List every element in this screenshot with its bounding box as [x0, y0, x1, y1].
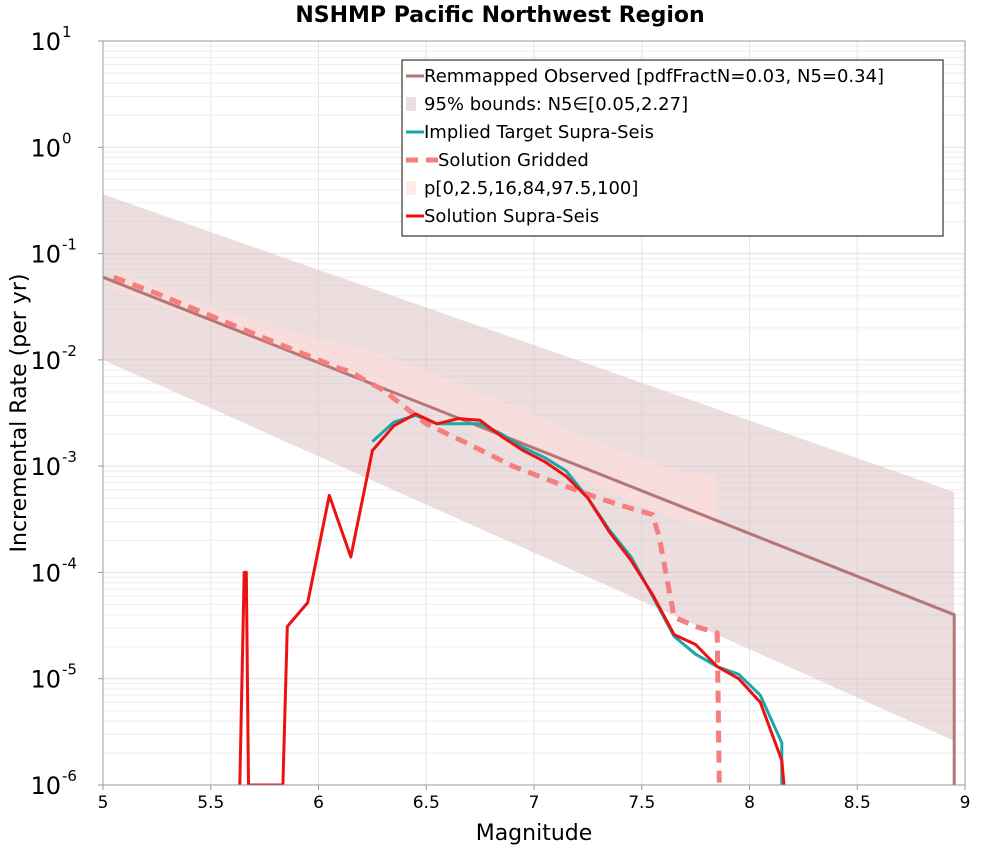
x-axis-label: Magnitude: [476, 821, 593, 846]
y-tick-base: 10: [30, 28, 61, 56]
x-tick-label: 7: [529, 793, 540, 813]
y-tick-label: 10 1: [30, 23, 71, 56]
legend-label: Implied Target Supra-Seis: [424, 122, 654, 143]
y-tick-base: 10: [30, 772, 61, 800]
legend-label: Solution Supra-Seis: [424, 206, 599, 227]
x-tick-label: 6: [313, 793, 324, 813]
x-tick-label: 8.5: [844, 793, 871, 813]
legend: Remmapped Observed [pdfFractN=0.03, N5=0…: [401, 59, 944, 237]
y-tick-exponent: -6: [62, 767, 77, 785]
series-layer: [103, 194, 956, 785]
legend-label: Solution Gridded: [438, 150, 589, 171]
y-tick-label: 10 -6: [30, 767, 77, 800]
legend-swatch: [406, 97, 416, 111]
x-tick-label: 8: [744, 793, 755, 813]
chart-title: NSHMP Pacific Northwest Region: [295, 3, 704, 28]
legend-swatch: [406, 181, 416, 195]
band-1: [103, 194, 955, 741]
y-tick-label: 10 -1: [30, 236, 77, 269]
legend-entry: Solution Supra-Seis: [406, 206, 599, 227]
series-line-0: [103, 275, 956, 785]
y-tick-base: 10: [30, 453, 61, 481]
y-tick-label: 10 0: [30, 129, 71, 162]
series-line-5: [238, 412, 786, 785]
x-tick-label: 5.5: [197, 793, 224, 813]
y-tick-label: 10 -4: [30, 554, 77, 587]
y-axis-label: Incremental Rate (per yr): [7, 274, 32, 553]
y-tick-exponent: -3: [62, 448, 77, 466]
legend-label: p[0,2.5,16,84,97.5,100]: [424, 178, 638, 199]
y-tick-exponent: 1: [62, 23, 72, 41]
legend-entry: 95% bounds: N5∈[0.05,2.27]: [406, 94, 688, 115]
band-4: [113, 270, 718, 529]
x-tick-label: 9: [960, 793, 971, 813]
y-tick-base: 10: [30, 666, 61, 694]
x-tick-label: 5: [98, 793, 109, 813]
legend-entry: p[0,2.5,16,84,97.5,100]: [406, 178, 638, 199]
axis-ticks: 5 5.5 6 6.5 7 7.5 8 8.5 910-610-510-410-310 -210-…: [30, 23, 970, 813]
y-tick-exponent: -1: [62, 236, 77, 254]
y-tick-exponent: -5: [62, 661, 77, 679]
x-tick-label: 6.5: [413, 793, 440, 813]
series-line-3: [112, 274, 722, 785]
y-tick-label: 10 -2: [30, 342, 77, 375]
y-tick-exponent: 0: [62, 129, 72, 147]
legend-box: [401, 59, 944, 237]
x-tick-label: 7.5: [628, 793, 655, 813]
y-tick-base: 10: [30, 347, 61, 375]
y-tick-label: 10 -3: [30, 448, 77, 481]
legend-entry: Implied Target Supra-Seis: [406, 122, 654, 143]
y-tick-exponent: -2: [62, 342, 77, 360]
legend-label: 95% bounds: N5∈[0.05,2.27]: [424, 94, 688, 115]
y-tick-exponent: -4: [62, 554, 77, 572]
legend-label: Remmapped Observed [pdfFractN=0.03, N5=0…: [424, 66, 884, 87]
y-tick-label: 10 -5: [30, 661, 77, 694]
y-tick-base: 10: [30, 241, 61, 269]
legend-entry: Solution Gridded: [406, 150, 589, 171]
y-tick-base: 10: [30, 134, 61, 162]
legend-entry: Remmapped Observed [pdfFractN=0.03, N5=0…: [406, 66, 884, 87]
y-tick-base: 10: [30, 559, 61, 587]
